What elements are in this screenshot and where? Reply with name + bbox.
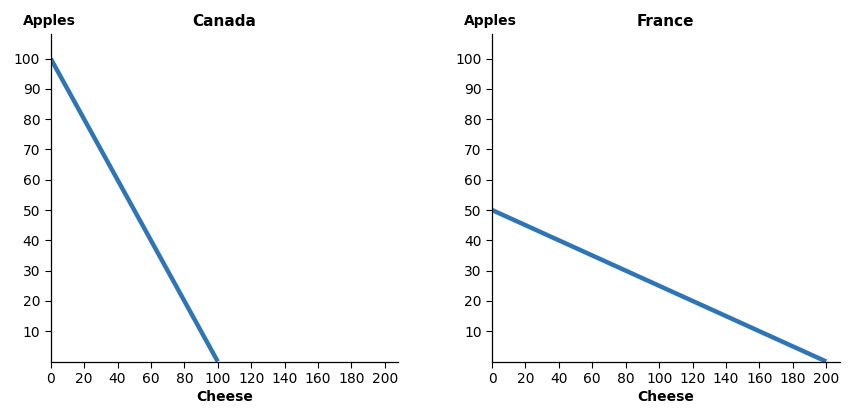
- X-axis label: Cheese: Cheese: [196, 390, 253, 404]
- Text: Apples: Apples: [464, 14, 517, 28]
- Text: Apples: Apples: [23, 14, 76, 28]
- Title: France: France: [637, 14, 694, 29]
- Title: Canada: Canada: [192, 14, 256, 29]
- X-axis label: Cheese: Cheese: [637, 390, 694, 404]
